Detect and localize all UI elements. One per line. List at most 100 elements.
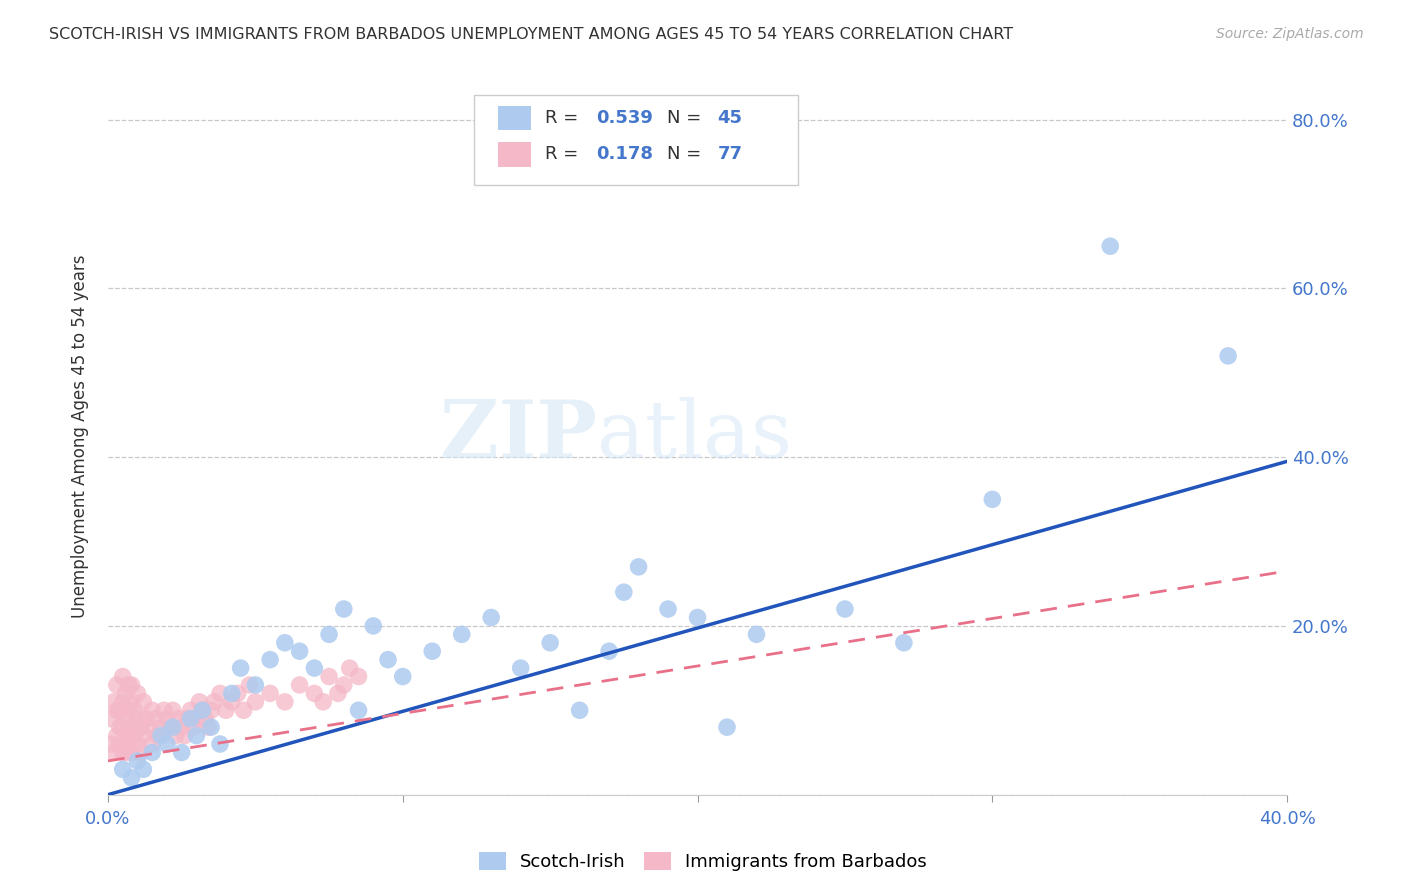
Point xyxy=(893,636,915,650)
Text: 45: 45 xyxy=(717,109,742,127)
Point xyxy=(1216,349,1239,363)
Point xyxy=(745,627,768,641)
Point xyxy=(238,678,260,692)
Text: ZIP: ZIP xyxy=(440,397,598,475)
Point xyxy=(121,695,143,709)
Point xyxy=(391,669,413,683)
Point xyxy=(232,703,254,717)
Point xyxy=(191,703,214,717)
Point xyxy=(479,610,502,624)
Point xyxy=(170,746,193,760)
Point xyxy=(141,737,163,751)
Point xyxy=(100,712,122,726)
Text: SCOTCH-IRISH VS IMMIGRANTS FROM BARBADOS UNEMPLOYMENT AMONG AGES 45 TO 54 YEARS : SCOTCH-IRISH VS IMMIGRANTS FROM BARBADOS… xyxy=(49,27,1014,42)
Point xyxy=(221,686,243,700)
Point xyxy=(339,661,361,675)
Point xyxy=(420,644,443,658)
Point xyxy=(509,661,531,675)
Point xyxy=(103,695,125,709)
Point xyxy=(598,644,620,658)
Point xyxy=(111,669,134,683)
Point xyxy=(114,737,136,751)
Point xyxy=(143,712,166,726)
Point xyxy=(117,703,139,717)
Point xyxy=(156,737,179,751)
Point xyxy=(176,712,198,726)
FancyBboxPatch shape xyxy=(474,95,797,185)
Point xyxy=(221,695,243,709)
Text: R =: R = xyxy=(546,145,585,163)
Point xyxy=(114,686,136,700)
Point xyxy=(333,602,356,616)
Point xyxy=(686,610,709,624)
Point xyxy=(274,636,297,650)
Point xyxy=(170,720,193,734)
Point xyxy=(202,695,225,709)
Text: N =: N = xyxy=(666,145,707,163)
Point xyxy=(129,720,152,734)
FancyBboxPatch shape xyxy=(498,105,531,130)
Point xyxy=(377,653,399,667)
Point xyxy=(981,492,1004,507)
Point xyxy=(304,661,326,675)
Point xyxy=(288,678,311,692)
Point xyxy=(111,762,134,776)
Point xyxy=(105,729,128,743)
Point xyxy=(135,712,157,726)
Point xyxy=(117,678,139,692)
Point xyxy=(333,678,356,692)
Point xyxy=(173,729,195,743)
Point xyxy=(627,559,650,574)
Point xyxy=(159,720,181,734)
Point xyxy=(188,695,211,709)
Point xyxy=(132,695,155,709)
Point xyxy=(347,703,370,717)
Point xyxy=(361,619,384,633)
Point xyxy=(129,746,152,760)
Point xyxy=(200,703,222,717)
Point xyxy=(138,720,160,734)
Point xyxy=(200,720,222,734)
Point xyxy=(114,746,136,760)
Point xyxy=(229,661,252,675)
Point xyxy=(318,627,340,641)
Point xyxy=(245,695,267,709)
Point xyxy=(150,720,173,734)
Point xyxy=(124,703,146,717)
Point xyxy=(105,678,128,692)
Point xyxy=(121,746,143,760)
Text: 0.539: 0.539 xyxy=(596,109,652,127)
Point xyxy=(568,703,591,717)
Point xyxy=(132,762,155,776)
Point xyxy=(124,729,146,743)
Point xyxy=(117,729,139,743)
Point xyxy=(121,720,143,734)
Y-axis label: Unemployment Among Ages 45 to 54 years: Unemployment Among Ages 45 to 54 years xyxy=(72,254,89,618)
Point xyxy=(186,712,208,726)
Point xyxy=(274,695,297,709)
Point xyxy=(288,644,311,658)
Point xyxy=(127,686,149,700)
Point xyxy=(117,737,139,751)
Point xyxy=(215,703,238,717)
Point xyxy=(114,712,136,726)
Text: atlas: atlas xyxy=(598,397,793,475)
Point xyxy=(127,712,149,726)
Point xyxy=(318,669,340,683)
Point xyxy=(111,720,134,734)
Point xyxy=(111,746,134,760)
Point xyxy=(312,695,335,709)
Point xyxy=(186,729,208,743)
Point xyxy=(105,703,128,717)
Point xyxy=(191,703,214,717)
Point xyxy=(121,678,143,692)
Text: N =: N = xyxy=(666,109,707,127)
Legend: Scotch-Irish, Immigrants from Barbados: Scotch-Irish, Immigrants from Barbados xyxy=(471,845,935,879)
Point xyxy=(153,703,176,717)
Point xyxy=(259,653,281,667)
Point xyxy=(450,627,472,641)
Point xyxy=(208,686,231,700)
Point xyxy=(167,712,190,726)
Point xyxy=(245,678,267,692)
Point xyxy=(194,712,217,726)
